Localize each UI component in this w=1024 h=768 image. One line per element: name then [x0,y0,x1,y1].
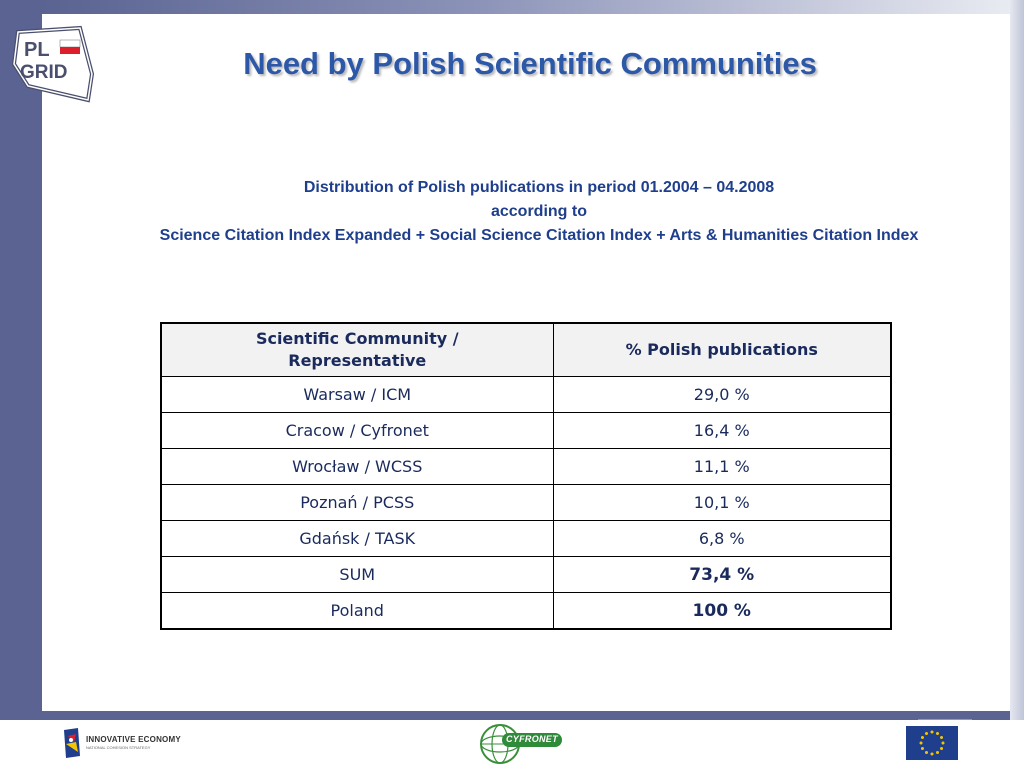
eu-star-icon [919,741,923,745]
publications-table: Scientific Community / Representative % … [160,322,892,630]
eu-flag-icon [906,726,958,760]
page-title: Need by Polish Scientific Communities [243,46,817,81]
percent-cell: 6,8 % [552,520,892,557]
eu-star-icon [920,736,924,739]
percent-cell: 11,1 % [552,448,892,485]
table-row: Cracow / Cyfronet 16,4 % [160,412,892,449]
eu-star-icon [936,751,939,755]
eu-star-icon [930,730,934,734]
cyfronet-logo-icon [480,724,562,764]
table-row: Gdańsk / TASK 6,8 % [160,520,892,557]
percent-cell: 10,1 % [552,484,892,521]
eu-star-icon [940,736,944,739]
eu-divider [918,719,972,720]
innovative-economy-logo-icon [64,728,80,758]
subtitle-line-1: Distribution of Polish publications in p… [303,179,775,196]
table-header-row: Scientific Community / Representative % … [160,322,892,377]
eu-star-icon [936,731,939,735]
community-cell: Gdańsk / TASK [160,520,554,557]
left-decor-band [0,0,42,768]
community-cell: Cracow / Cyfronet [160,412,554,449]
percent-cell-sum: 73,4 % [552,556,892,593]
eu-star-icon [920,747,924,750]
table-row: Wrocław / WCSS 11,1 % [160,448,892,485]
innovative-economy-sublabel: NATIONAL COHESION STRATEGY [86,745,151,750]
top-decor-band [42,0,1010,14]
eu-star-icon [940,747,944,750]
header-percent: % Polish publications [552,322,892,377]
eu-star-icon [930,752,934,756]
table-row-sum: SUM 73,4 % [160,556,892,593]
plgrid-logo-icon: PL GRID [11,25,95,103]
bottom-decor-band [42,711,1010,720]
community-cell: Poland [160,592,554,630]
table-row: Warsaw / ICM 29,0 % [160,376,892,413]
svg-text:GRID: GRID [20,62,68,83]
table-row-total: Poland 100 % [160,592,892,630]
community-cell: Poznań / PCSS [160,484,554,521]
table-row: Poznań / PCSS 10,1 % [160,484,892,521]
innovative-economy-label: INNOVATIVE ECONOMY [86,735,181,744]
community-cell: Warsaw / ICM [160,376,554,413]
svg-text:PL: PL [24,39,50,61]
community-cell: Wrocław / WCSS [160,448,554,485]
percent-cell: 29,0 % [552,376,892,413]
subtitle: Distribution of Polish publications in p… [42,176,1024,248]
header-community: Scientific Community / Representative [160,322,554,377]
community-cell: SUM [160,556,554,593]
cyfronet-label: CYFRONET [506,734,558,744]
eu-star-icon [941,741,945,745]
eu-star-icon [925,751,928,755]
right-decor-band [1010,0,1024,768]
eu-star-icon [925,731,928,735]
subtitle-line-3: Science Citation Index Expanded + Social… [159,227,919,244]
subtitle-line-2: according to [490,203,587,220]
percent-cell-total: 100 % [552,592,892,630]
percent-cell: 16,4 % [552,412,892,449]
